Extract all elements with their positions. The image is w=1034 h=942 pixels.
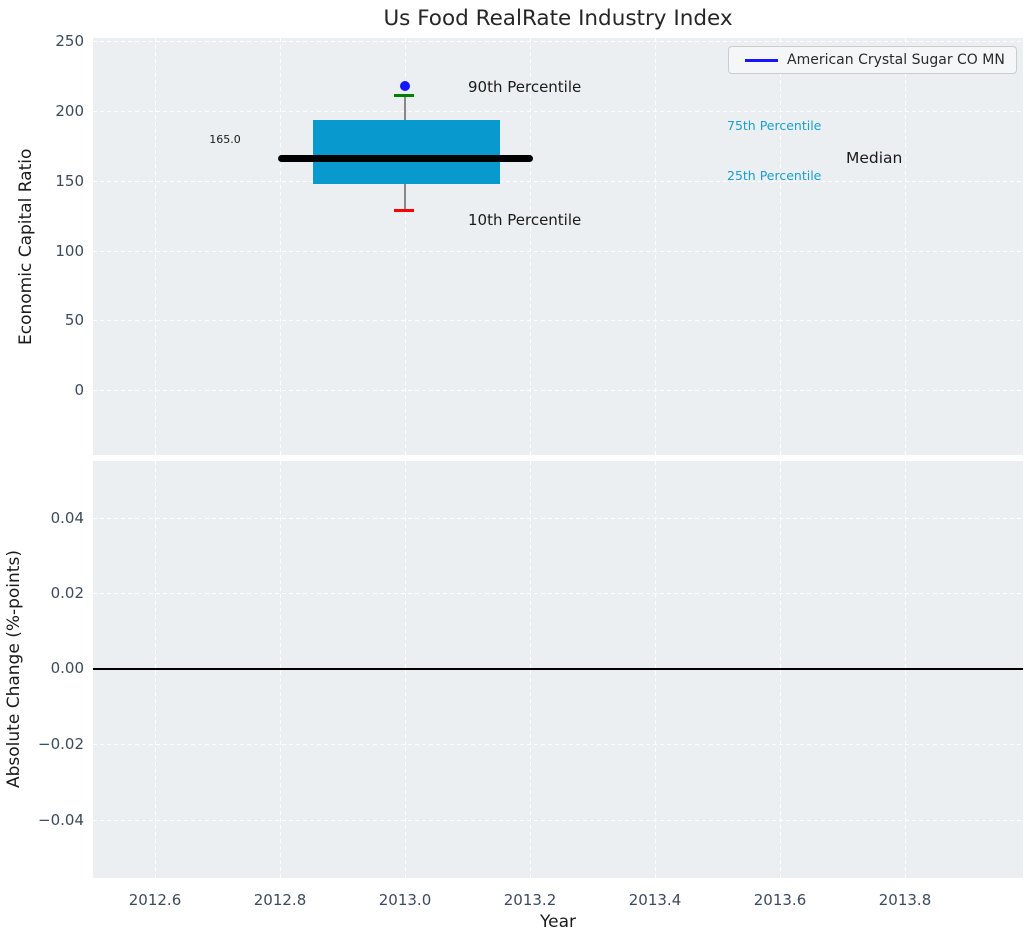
chart-title: Us Food RealRate Industry Index	[383, 6, 733, 31]
legend-label: American Crystal Sugar CO MN	[787, 52, 1005, 68]
top-plot-area: 165.0 90th Percentile 10th Percentile 75…	[93, 38, 1023, 455]
xtick-label: 2013.6	[753, 891, 807, 909]
ytick-label: 50	[64, 311, 84, 329]
median-annotation: Median	[846, 149, 903, 167]
median-value-label: 165.0	[209, 133, 241, 146]
interquartile-box	[313, 120, 500, 184]
ytick-label: 200	[55, 102, 84, 120]
gridline	[905, 38, 906, 455]
p25-annotation: 25th Percentile	[727, 168, 822, 183]
gridline	[93, 320, 1023, 321]
xtick-label: 2013.2	[503, 891, 557, 909]
gridline	[93, 744, 1023, 745]
ytick-label: 250	[55, 32, 84, 50]
median-line	[278, 155, 533, 162]
gridline	[93, 390, 1023, 391]
ytick-label: −0.02	[38, 735, 84, 753]
gridline	[780, 38, 781, 455]
xtick-label: 2013.4	[628, 891, 682, 909]
ytick-label: 0.04	[50, 509, 84, 527]
p10-annotation: 10th Percentile	[468, 211, 582, 229]
gridline	[93, 181, 1023, 182]
ytick-label: 0.00	[50, 659, 84, 677]
gridline	[93, 111, 1023, 112]
legend: American Crystal Sugar CO MN	[728, 46, 1017, 74]
ytick-label: 150	[55, 172, 84, 190]
gridline	[93, 820, 1023, 821]
top-y-axis-label: Economic Capital Ratio	[16, 148, 36, 345]
gridline	[93, 593, 1023, 594]
ytick-label: 100	[55, 242, 84, 260]
x-axis-label: Year	[540, 912, 576, 932]
bottom-plot-area	[93, 461, 1023, 878]
gridline	[405, 38, 406, 455]
xtick-label: 2012.6	[128, 891, 182, 909]
gridline	[155, 38, 156, 455]
p90-whisker-cap	[394, 94, 414, 97]
xtick-label: 2013.8	[878, 891, 932, 909]
gridline	[93, 251, 1023, 252]
bottom-y-axis-label: Absolute Change (%-points)	[4, 550, 24, 789]
xtick-label: 2012.8	[253, 891, 307, 909]
ytick-label: −0.04	[38, 811, 84, 829]
company-data-point	[400, 81, 410, 91]
p90-annotation: 90th Percentile	[468, 78, 582, 96]
ytick-label: 0.02	[50, 584, 84, 602]
gridline	[93, 518, 1023, 519]
p75-annotation: 75th Percentile	[727, 118, 822, 133]
gridline	[93, 41, 1023, 42]
gridline	[655, 38, 656, 455]
legend-line-sample	[745, 58, 778, 62]
zero-reference-line	[93, 668, 1023, 670]
gridline	[280, 38, 281, 455]
ytick-label: 0	[74, 381, 84, 399]
xtick-label: 2013.0	[378, 891, 432, 909]
gridline	[530, 38, 531, 455]
p10-whisker-cap	[394, 209, 414, 212]
